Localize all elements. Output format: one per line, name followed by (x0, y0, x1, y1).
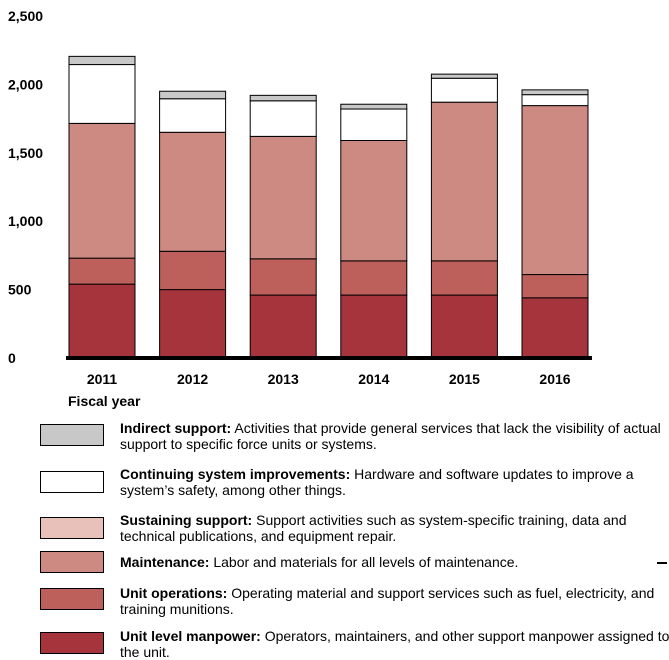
bar-segment-unit-operations-2015 (430, 260, 498, 296)
legend-text: Indirect support: Activities that provid… (120, 420, 669, 452)
bars (68, 55, 589, 359)
x-axis-label: Fiscal year (68, 393, 141, 409)
bar-segment-unit-level-manpower-2011 (68, 283, 136, 359)
y-axis-ticks: 0 500 1,000 1,500 2,000 2,500 (8, 8, 43, 366)
legend-desc: Operating material and support services … (120, 585, 655, 617)
legend-title: Unit level manpower: (120, 628, 261, 644)
x-tick-label: 2015 (449, 371, 480, 387)
y-tick-label: 2,500 (8, 8, 43, 24)
bar-segment-unit-operations-2016 (521, 274, 589, 299)
legend-desc: Labor and materials for all levels of ma… (213, 554, 519, 570)
legend-swatch (40, 517, 104, 539)
y-tick-label: 2,000 (8, 76, 43, 92)
legend-swatch (40, 632, 104, 654)
legend-desc: Operators, maintainers, and other suppor… (120, 628, 669, 660)
legend-desc: Support activities such as system-specif… (120, 512, 627, 544)
x-tick-label: 2011 (87, 371, 118, 387)
bar-segment-indirect-support-2012 (159, 90, 227, 100)
x-tick-label: 2014 (358, 371, 389, 387)
y-tick-label: 1,000 (8, 213, 43, 229)
legend-title: Sustaining support: (120, 512, 253, 528)
bar-segment-continuing-system-improvements-2011 (68, 64, 136, 124)
bar-segment-continuing-system-improvements-2015 (430, 77, 498, 103)
bar-segment-continuing-system-improvements-2014 (340, 108, 408, 141)
y-tick-label: 0 (8, 350, 16, 366)
y-tick-label: 500 (8, 282, 32, 298)
side-dash (657, 562, 667, 564)
x-tick-label: 2016 (539, 371, 570, 387)
legend-text: Unit level manpower: Operators, maintain… (120, 628, 669, 660)
bar-segment-continuing-system-improvements-2012 (159, 98, 227, 133)
bar-segment-maintenance-2016 (521, 105, 589, 276)
bar-segment-unit-operations-2012 (159, 250, 227, 291)
bar-segment-maintenance-2015 (430, 101, 498, 262)
bar-segment-unit-level-manpower-2016 (521, 297, 589, 359)
bar-segment-indirect-support-2015 (430, 73, 498, 79)
bar-segment-unit-operations-2014 (340, 260, 408, 296)
bar-segment-indirect-support-2016 (521, 89, 589, 96)
bar-segment-maintenance-2014 (340, 139, 408, 262)
bar-segment-unit-operations-2013 (249, 258, 317, 296)
bar-segment-maintenance-2013 (249, 135, 317, 260)
legend-swatch (40, 551, 104, 573)
legend-swatch (40, 424, 104, 446)
legend-title: Continuing system improvements: (120, 466, 351, 482)
bar-segment-unit-level-manpower-2012 (159, 289, 227, 359)
y-tick-label: 1,500 (8, 145, 43, 161)
bar-segment-continuing-system-improvements-2013 (249, 100, 317, 137)
legend-title: Maintenance: (120, 554, 210, 570)
legend-desc: Activities that provide general services… (120, 420, 661, 452)
legend-desc: Hardware and software updates to improve… (120, 466, 634, 498)
bar-segment-unit-level-manpower-2013 (249, 294, 317, 359)
bar-segment-unit-level-manpower-2015 (430, 294, 498, 359)
bar-segment-maintenance-2011 (68, 122, 136, 259)
legend-swatch (40, 588, 104, 610)
bar-segment-maintenance-2012 (159, 131, 227, 252)
legend-text: Continuing system improvements: Hardware… (120, 466, 669, 498)
bar-segment-unit-level-manpower-2014 (340, 294, 408, 359)
bar-segment-unit-operations-2011 (68, 257, 136, 285)
x-axis-ticks: 2011 2012 2013 2014 2015 2016 (87, 371, 571, 387)
legend-title: Indirect support: (120, 420, 232, 436)
bar-segment-indirect-support-2013 (249, 94, 317, 102)
legend-text: Unit operations: Operating material and … (120, 585, 669, 617)
legend-swatch (40, 471, 104, 493)
legend-title: Unit operations: (120, 585, 228, 601)
x-tick-label: 2012 (177, 371, 208, 387)
bar-segment-indirect-support-2011 (68, 55, 136, 66)
legend-text: Sustaining support: Support activities s… (120, 512, 669, 544)
legend-text: Maintenance: Labor and materials for all… (120, 554, 669, 570)
x-tick-label: 2013 (268, 371, 299, 387)
bar-segment-indirect-support-2014 (340, 103, 408, 110)
bar-segment-continuing-system-improvements-2016 (521, 94, 589, 107)
